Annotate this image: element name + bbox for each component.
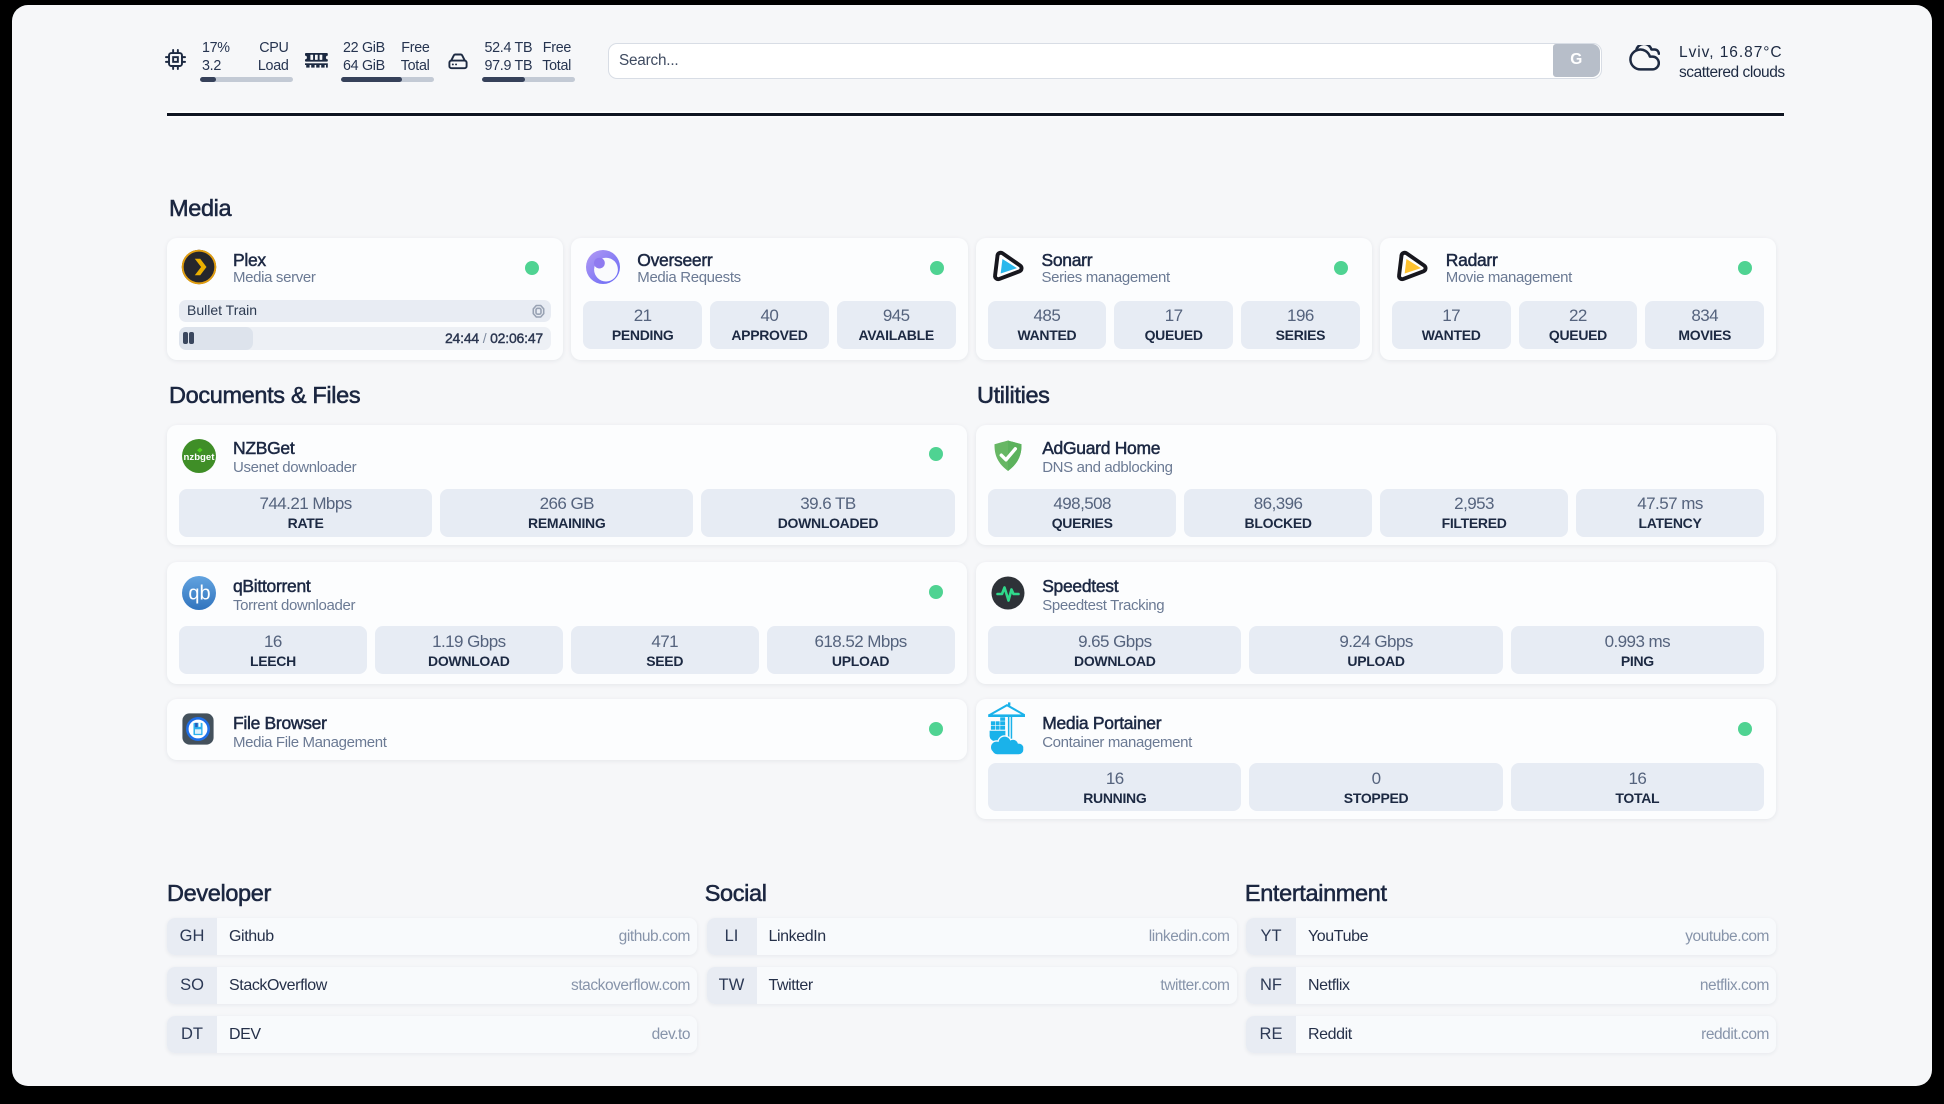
- svg-text:nzbget: nzbget: [184, 451, 216, 462]
- svg-text:qb: qb: [188, 583, 210, 605]
